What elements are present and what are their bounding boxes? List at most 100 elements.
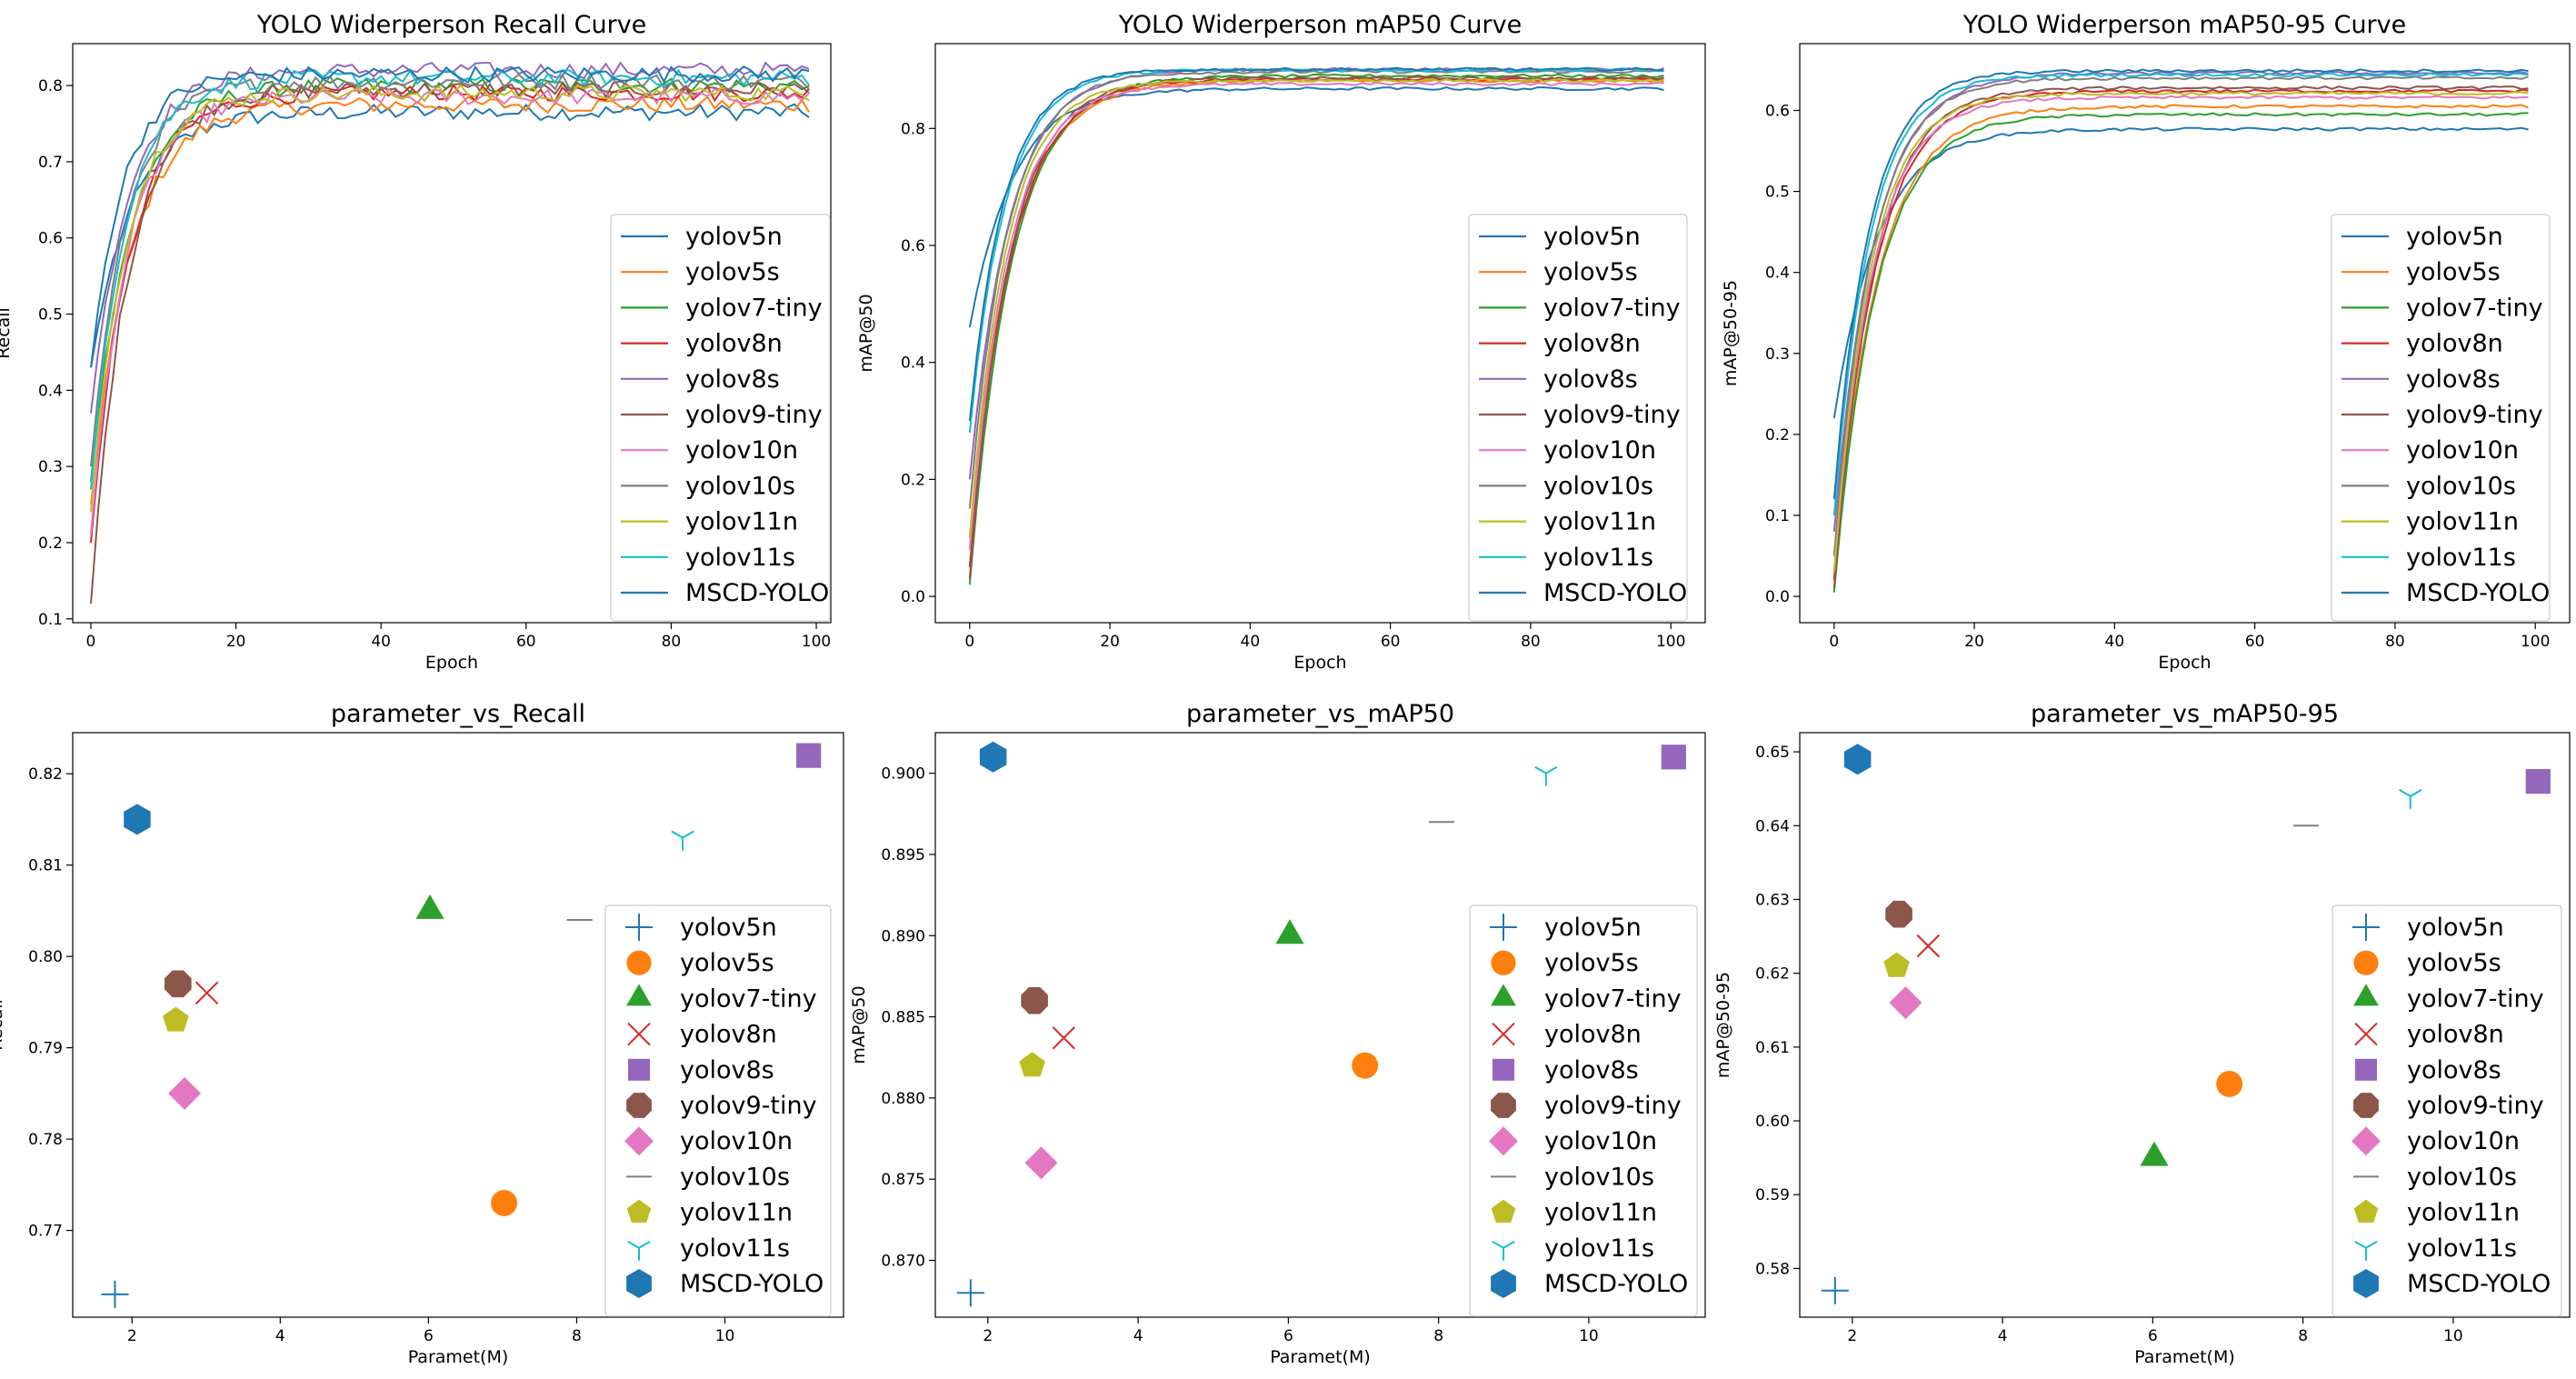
legend-label: yolov8n bbox=[685, 330, 783, 358]
point-yolov9-tiny bbox=[165, 970, 192, 998]
y-tick-label: 0.8 bbox=[901, 120, 925, 138]
point-yolov8s bbox=[2525, 768, 2551, 794]
chart-title: YOLO Widerperson mAP50 Curve bbox=[1118, 11, 1522, 39]
legend-label: yolov5s bbox=[685, 258, 780, 286]
legend-label: yolov9-tiny bbox=[2406, 401, 2543, 429]
legend-marker bbox=[1491, 1199, 1516, 1223]
point-yolov8s bbox=[796, 743, 822, 768]
series-line-yolov8s bbox=[1832, 70, 2529, 532]
legend: yolov5n yolov5s yolov7-tiny yolov8n yolov8s y… bbox=[2331, 214, 2551, 622]
legend-marker bbox=[625, 914, 653, 941]
y-tick-label: 0.875 bbox=[881, 1171, 925, 1189]
x-tick-label: 6 bbox=[424, 1327, 434, 1345]
x-tick-label: 20 bbox=[226, 633, 246, 651]
chart-panel-4: parameter_vs_Recall 2 4 6 8 10 0.77 0.78 0.79 0.8… bbox=[0, 700, 844, 1367]
x-tick-label: 40 bbox=[2105, 633, 2125, 651]
legend-label: yolov7-tiny bbox=[1543, 294, 1681, 322]
legend-label: MSCD-YOLO bbox=[2406, 579, 2550, 607]
x-axis-label: Epoch bbox=[1293, 653, 1346, 673]
legend-marker bbox=[626, 1269, 652, 1298]
series-line-yolov10n bbox=[90, 87, 810, 535]
point-yolov8n bbox=[1916, 934, 1941, 958]
x-tick-label: 0 bbox=[86, 633, 96, 651]
y-tick-label: 0.63 bbox=[1755, 891, 1790, 909]
x-tick-label: 40 bbox=[371, 633, 391, 651]
legend-label: yolov8s bbox=[2406, 365, 2501, 394]
x-axis-label: Epoch bbox=[425, 653, 478, 673]
point-yolov5s bbox=[491, 1189, 518, 1216]
y-tick-label: 0.1 bbox=[38, 611, 63, 629]
legend: yolov5n yolov5s yolov7-tiny yolov8n yolov8s y… bbox=[610, 214, 831, 622]
series-line-yolov9-tiny bbox=[90, 80, 810, 605]
x-tick-label: 60 bbox=[1381, 633, 1401, 651]
plot-area bbox=[1832, 68, 2529, 593]
legend-label: yolov10s bbox=[1543, 472, 1653, 500]
y-tick-label: 0.900 bbox=[881, 765, 925, 784]
legend-label: MSCD-YOLO bbox=[685, 579, 829, 607]
y-tick-label: 0.4 bbox=[38, 382, 63, 400]
point-yolov9-tiny bbox=[1021, 986, 1048, 1014]
legend-marker bbox=[1491, 984, 1516, 1006]
chart-title: YOLO Widerperson mAP50-95 Curve bbox=[1962, 11, 2407, 39]
y-tick-label: 0.58 bbox=[1755, 1260, 1790, 1278]
legend-marker bbox=[1491, 1093, 1516, 1118]
legend-label: yolov5n bbox=[680, 914, 777, 942]
x-tick-label: 8 bbox=[2298, 1327, 2308, 1345]
legend-label: yolov10s bbox=[2406, 472, 2516, 500]
legend-label: yolov7-tiny bbox=[2406, 294, 2543, 322]
legend-marker bbox=[626, 984, 652, 1006]
y-tick-label: 0.65 bbox=[1755, 744, 1790, 762]
legend-marker bbox=[626, 1093, 652, 1118]
x-tick-label: 8 bbox=[572, 1327, 582, 1345]
legend-label: yolov5n bbox=[2406, 223, 2503, 251]
legend-label: yolov10s bbox=[680, 1163, 790, 1191]
legend: yolov5n yolov5s yolov7-tiny yolov8n yolov8s y… bbox=[1469, 904, 1698, 1317]
axes-frame bbox=[72, 732, 844, 1318]
y-axis-label: mAP@50 bbox=[856, 294, 876, 372]
legend-label: MSCD-YOLO bbox=[1543, 579, 1687, 607]
legend-label: yolov11n bbox=[685, 508, 798, 536]
legend-label: yolov8s bbox=[685, 365, 780, 394]
x-tick-label: 4 bbox=[1998, 1327, 2008, 1345]
chart-title: parameter_vs_mAP50 bbox=[1186, 700, 1454, 728]
y-tick-label: 0.64 bbox=[1755, 817, 1790, 835]
y-tick-label: 0.6 bbox=[38, 230, 63, 248]
legend-box bbox=[1468, 214, 1688, 622]
plot-area bbox=[1821, 744, 2551, 1304]
legend-label: yolov7-tiny bbox=[680, 984, 817, 1013]
series-line-mscd-yolo bbox=[1832, 68, 2529, 500]
y-tick-label: 0.61 bbox=[1755, 1039, 1790, 1057]
point-yolov5s bbox=[2216, 1070, 2243, 1097]
y-tick-label: 0.60 bbox=[1755, 1113, 1790, 1131]
x-tick-label: 80 bbox=[1521, 633, 1541, 651]
x-axis-label: Paramet(M) bbox=[1270, 1347, 1371, 1367]
x-tick-label: 0 bbox=[964, 633, 974, 651]
legend-label: yolov10n bbox=[680, 1127, 793, 1155]
point-yolov10n bbox=[168, 1076, 202, 1110]
x-tick-label: 80 bbox=[662, 633, 682, 651]
legend-label: yolov8n bbox=[1543, 330, 1641, 358]
legend-label: yolov11s bbox=[680, 1234, 790, 1263]
legend-box bbox=[1469, 904, 1698, 1317]
legend-marker bbox=[1492, 1022, 1515, 1046]
x-tick-label: 2 bbox=[127, 1327, 137, 1345]
series-line-yolov11n bbox=[90, 84, 810, 513]
x-tick-label: 60 bbox=[516, 633, 536, 651]
point-yolov5n bbox=[101, 1280, 129, 1308]
legend-label: yolov9-tiny bbox=[1544, 1092, 1682, 1120]
y-tick-label: 0.7 bbox=[38, 154, 63, 172]
legend-label: yolov5s bbox=[1543, 258, 1638, 286]
series-line-yolov10n bbox=[1832, 95, 2529, 573]
legend-label: yolov11s bbox=[1544, 1234, 1654, 1263]
legend-label: yolov7-tiny bbox=[1544, 984, 1682, 1013]
x-tick-label: 40 bbox=[1241, 633, 1261, 651]
x-tick-label: 10 bbox=[1579, 1327, 1599, 1345]
chart-title: parameter_vs_Recall bbox=[331, 700, 585, 728]
legend-marker bbox=[2354, 1240, 2378, 1261]
legend-label: yolov11s bbox=[2407, 1234, 2517, 1263]
y-axis-label: mAP@50-95 bbox=[1713, 972, 1733, 1078]
x-tick-label: 10 bbox=[2443, 1327, 2463, 1345]
axes-frame bbox=[934, 43, 1706, 624]
point-yolov5s bbox=[1352, 1052, 1379, 1079]
